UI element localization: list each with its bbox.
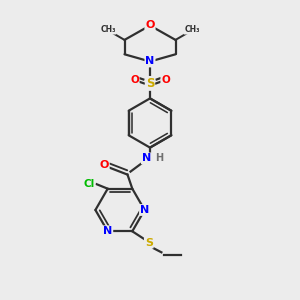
Text: O: O	[145, 20, 155, 31]
Text: O: O	[130, 75, 139, 85]
Text: CH₃: CH₃	[184, 25, 200, 34]
Text: N: N	[140, 205, 149, 215]
Text: N: N	[142, 153, 151, 164]
Text: N: N	[146, 56, 154, 67]
Text: O: O	[161, 75, 170, 85]
Text: O: O	[99, 160, 109, 170]
Text: CH₃: CH₃	[100, 25, 116, 34]
Text: N: N	[103, 226, 112, 236]
Text: S: S	[146, 77, 154, 90]
Text: H: H	[155, 153, 163, 164]
Text: Cl: Cl	[83, 179, 95, 189]
Text: S: S	[145, 238, 153, 248]
